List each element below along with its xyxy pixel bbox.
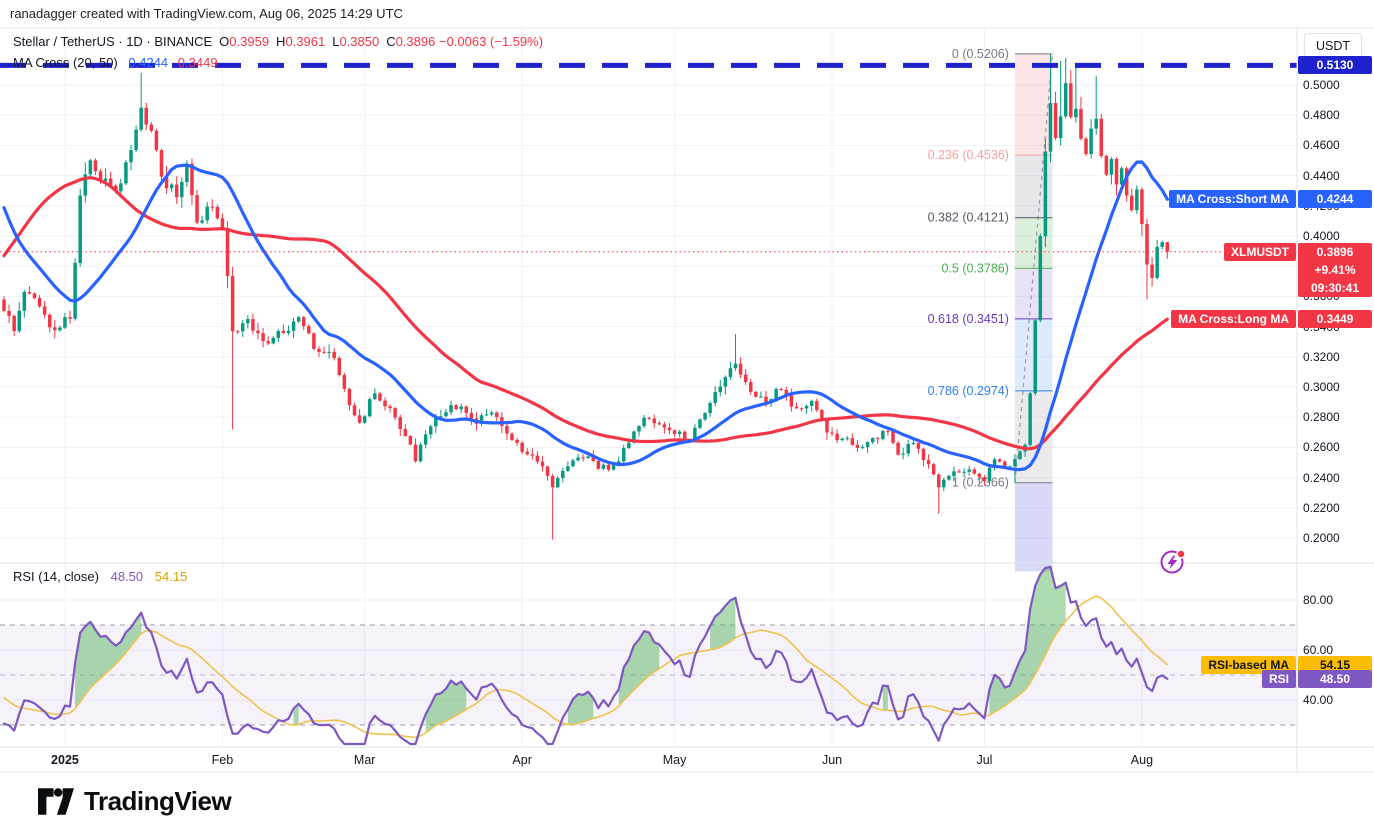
symbol-price-badge: 0.3896 +9.41% 09:30:41: [1298, 242, 1372, 297]
attribution-text: ranadagger created with TradingView.com,…: [10, 6, 403, 21]
symbol-price-badge-line: +9.41%: [1314, 262, 1356, 277]
fib-retracement: 0 (0.5206) 0.236 (0.4536) 0.382 (0.4121) 0.…: [928, 47, 1054, 572]
short-ma-price-badge-line: 0.4244: [1316, 192, 1354, 207]
ohlc-value: 0.3959: [229, 34, 270, 49]
symbol-price-badge-line: 0.3896: [1316, 244, 1354, 259]
price-tick-label: 0.4400: [1303, 168, 1340, 183]
ohlc-values: O0.3959 H0.3961 L0.3850 C0.3896 −0.0063 (−1…: [212, 34, 543, 49]
time-axis-label: Mar: [353, 753, 376, 767]
price-tick-label: 0.3200: [1303, 349, 1340, 364]
price-tick-label: 0.4800: [1303, 108, 1340, 123]
price-tick-label: 0.4000: [1303, 229, 1340, 243]
fib-level-label: 0 (0.5206): [952, 47, 1009, 61]
ma-cross-long-value: 0.3449: [177, 55, 218, 70]
time-axis-label: Jun: [821, 753, 843, 767]
tradingview-logo-text: TradingView: [84, 786, 232, 816]
ma-cross-short-value: 0.4244: [128, 55, 169, 70]
rsi-pane: [0, 567, 1297, 733]
frame-lines: [0, 27, 1374, 773]
rsi-ma-line: [3, 595, 1169, 739]
rsi-badge: 48.50: [1298, 669, 1372, 688]
rsi-ma-badge: 54.15: [1298, 655, 1372, 674]
ohlc-value: 0.3896: [395, 34, 436, 49]
rsi-tag: RSI: [1261, 669, 1296, 688]
notification-dot: [1176, 549, 1186, 559]
time-axis-label: Aug: [1130, 753, 1154, 767]
time-axis-label: Jul: [976, 753, 993, 767]
rsi-ma-value: 54.15: [154, 569, 188, 584]
rsi-legend-label: RSI (14, close): [13, 569, 99, 584]
long-ma-price-badge-line: 0.3449: [1316, 312, 1354, 327]
time-axis-label: May: [662, 753, 687, 767]
price-tick-label: 0.2000: [1303, 531, 1340, 545]
fib-level-label: 0.618 (0.3451): [928, 312, 1009, 326]
rsi-tick-label: 40.00: [1303, 693, 1334, 707]
fib-level-label: 1 (0.2366): [952, 476, 1009, 490]
tradingview-logo-mark: [38, 788, 74, 815]
time-axis-label: Feb: [211, 753, 234, 767]
price-tick-label: 0.4600: [1303, 138, 1340, 153]
long-ma-price-badge: 0.3449: [1298, 310, 1372, 329]
fib-level-label: 0.236 (0.4536): [928, 148, 1009, 162]
rsi-tick-label: 60.00: [1303, 643, 1334, 657]
price-tick-label: 0.2800: [1303, 410, 1340, 425]
ma-long-line: [2, 176, 1169, 451]
ohlc-key: L: [332, 34, 340, 49]
symbol-title: Stellar / TetherUS · 1D · BINANCE: [13, 34, 213, 49]
gridlines: [0, 28, 1297, 747]
rsi-ma-tag: RSI-based MA: [1201, 655, 1296, 674]
symbol-legend-row: Stellar / TetherUS · 1D · BINANCE O0.3959…: [13, 31, 543, 52]
rsi-value: 48.50: [110, 569, 144, 584]
rsi-legend: RSI (14, close) 48.50 54.15: [13, 569, 187, 584]
price-tick-label: 0.5000: [1303, 78, 1340, 92]
price-tick-label: 0.2600: [1303, 440, 1340, 455]
tradingview-logo[interactable]: TradingView: [38, 786, 232, 817]
short-ma-price-badge: 0.4244: [1298, 190, 1372, 209]
drawn-line-price-badge-line: 0.5130: [1316, 58, 1354, 73]
fib-level-label: 0.382 (0.4121): [928, 211, 1009, 225]
time-axis-label: 2025: [51, 753, 79, 767]
rsi-line: [2, 565, 1169, 746]
flash-icon: [1160, 549, 1186, 574]
price-tick-label: 0.2200: [1303, 500, 1340, 515]
fib-level-label: 0.786 (0.2974): [928, 384, 1009, 398]
rsi-tick-label: 80.00: [1303, 593, 1334, 607]
ma-cross-label: MA Cross (20, 50): [13, 55, 118, 70]
ma-cross-legend-row: MA Cross (20, 50) 0.4244 0.3449: [13, 52, 543, 73]
ohlc-key: H: [276, 34, 286, 49]
price-tick-label: 0.3000: [1303, 380, 1340, 394]
drawn-line-price-badge: 0.5130: [1298, 56, 1372, 75]
rsi-ma-badge-line: 54.15: [1319, 657, 1351, 672]
ohlc-value: 0.3961: [285, 34, 326, 49]
rsi-badge-line: 48.50: [1319, 671, 1351, 686]
short-ma-tag: MA Cross:Short MA: [1169, 190, 1296, 209]
ohlc-value: 0.3850: [339, 34, 380, 49]
price-tick-label: 0.2400: [1303, 470, 1340, 485]
currency-toggle-button[interactable]: USDT: [1304, 33, 1362, 58]
fib-level-label: 0.5 (0.3786): [941, 261, 1008, 275]
ohlc-value: −0.0063 (−1.59%): [435, 34, 544, 49]
time-axis-label: Apr: [512, 753, 532, 767]
ma-short-line: [2, 160, 1169, 472]
symbol-legend: Stellar / TetherUS · 1D · BINANCE O0.3959…: [13, 31, 543, 73]
flash-button[interactable]: [1158, 547, 1188, 577]
ohlc-key: C: [386, 34, 396, 49]
ohlc-key: O: [219, 34, 230, 49]
symbol-tag: XLMUSDT: [1224, 242, 1296, 261]
long-ma-tag: MA Cross:Long MA: [1171, 310, 1296, 329]
symbol-price-badge-line: 09:30:41: [1310, 280, 1360, 295]
